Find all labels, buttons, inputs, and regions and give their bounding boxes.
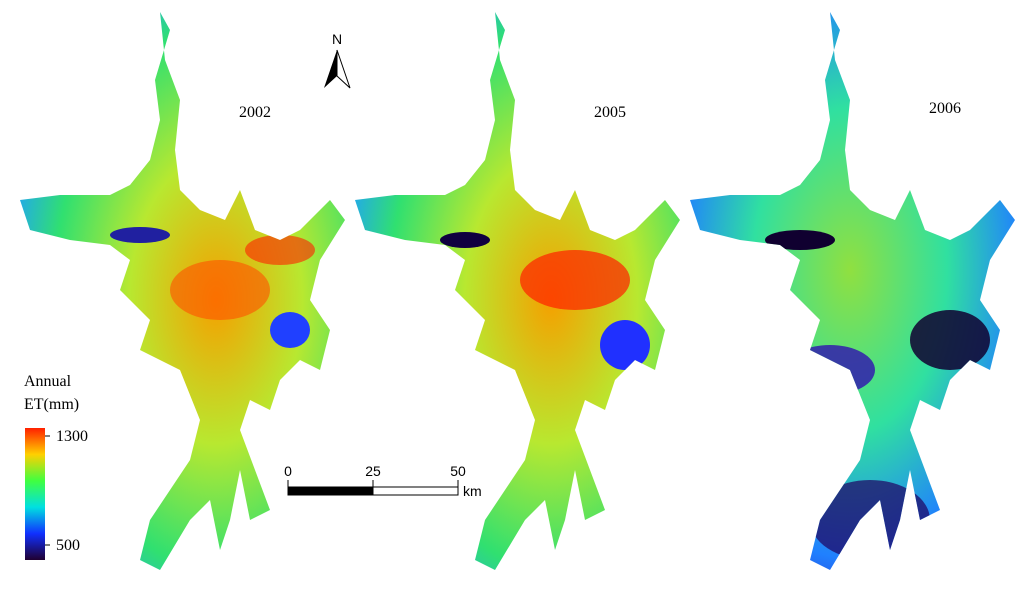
panel-label: 2002	[239, 104, 271, 121]
colorbar-label: 500	[56, 537, 80, 554]
north-arrow: N	[324, 31, 351, 89]
legend-title: ET(mm)	[24, 396, 79, 413]
scale-segment	[287, 486, 374, 496]
legend-title: Annual	[24, 373, 72, 390]
scale-label: 0	[284, 463, 292, 479]
map-2002	[20, 12, 345, 570]
scale-unit: km	[463, 483, 482, 499]
scale-label: 50	[450, 463, 466, 479]
scale-segment	[372, 486, 459, 496]
north-label: N	[332, 31, 342, 47]
map-2006	[690, 12, 1015, 570]
panel-label: 2005	[594, 104, 626, 121]
scale-label: 25	[365, 463, 381, 479]
colorbar	[25, 428, 45, 560]
colorbar-label: 1300	[56, 428, 88, 445]
panel-label: 2006	[929, 100, 961, 117]
map-2005	[355, 12, 680, 570]
